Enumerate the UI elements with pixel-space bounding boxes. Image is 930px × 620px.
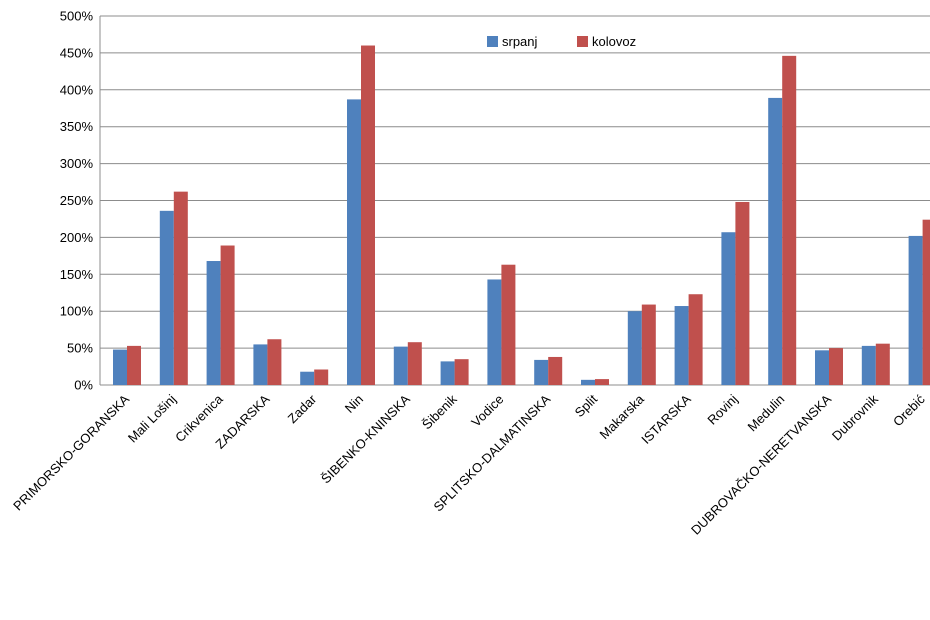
legend-label-srpanj: srpanj <box>502 34 538 49</box>
bar-kolovoz-14 <box>782 55 797 386</box>
y-tick-label: 200% <box>60 230 94 245</box>
bar-kolovoz-10 <box>595 379 609 385</box>
y-tick-label: 450% <box>60 45 94 60</box>
legend: srpanj kolovoz <box>487 34 636 49</box>
bar-srpanj-14 <box>768 97 783 385</box>
bar-kolovoz-5 <box>361 45 375 386</box>
y-tick-label: 400% <box>60 82 94 97</box>
x-category-label: Orebić <box>890 391 928 429</box>
bar-srpanj-6 <box>393 346 408 385</box>
x-category-label: ISTARSKA <box>638 391 694 447</box>
bar-srpanj-12 <box>674 306 689 385</box>
x-category-label: PRIMORSKO-GORANSKA <box>10 391 132 513</box>
bar-kolovoz-17 <box>922 219 930 385</box>
bar-kolovoz-7 <box>454 359 469 385</box>
y-tick-label: 500% <box>60 9 94 24</box>
bar-srpanj-3 <box>253 344 268 385</box>
bars <box>113 45 930 386</box>
bar-srpanj-17 <box>908 235 923 385</box>
x-category-label: Rovinj <box>704 391 740 427</box>
y-tick-label: 50% <box>67 341 93 356</box>
legend-swatch-srpanj <box>487 36 498 47</box>
bar-srpanj-4 <box>300 371 315 385</box>
x-category-label: Šibenik <box>419 391 460 432</box>
y-tick-label: 150% <box>60 267 94 282</box>
bar-srpanj-15 <box>815 350 829 385</box>
x-category-label: Medulin <box>745 392 788 435</box>
bar-kolovoz-9 <box>548 356 563 385</box>
bar-srpanj-8 <box>487 279 502 385</box>
bar-srpanj-9 <box>534 359 549 385</box>
bar-srpanj-1 <box>159 210 174 385</box>
bar-kolovoz-8 <box>501 264 516 385</box>
bar-srpanj-16 <box>861 345 876 385</box>
y-tick-label: 300% <box>60 156 94 171</box>
bar-kolovoz-12 <box>688 294 703 385</box>
y-tick-label: 250% <box>60 193 94 208</box>
y-axis-ticks: 0% 50% 100% 150% 200% 250% 300% 350% 400% 450% 500… <box>60 9 94 393</box>
bar-kolovoz-2 <box>220 245 235 385</box>
x-category-label: Split <box>572 391 601 420</box>
bar-srpanj-0 <box>113 349 127 385</box>
x-category-label: Zadar <box>285 391 320 426</box>
bar-kolovoz-6 <box>407 342 422 385</box>
x-category-label: Dubrovnik <box>829 391 881 443</box>
bar-kolovoz-1 <box>173 191 188 385</box>
y-tick-label: 350% <box>60 119 94 134</box>
bar-kolovoz-3 <box>267 339 282 385</box>
bar-srpanj-11 <box>627 311 642 385</box>
bar-srpanj-13 <box>721 232 736 385</box>
bar-srpanj-7 <box>440 361 455 385</box>
legend-label-kolovoz: kolovoz <box>592 34 636 49</box>
bar-srpanj-10 <box>581 379 595 385</box>
x-category-label: Nin <box>342 392 366 416</box>
bar-srpanj-5 <box>347 99 361 386</box>
bar-kolovoz-16 <box>875 343 890 385</box>
x-category-label: Vodice <box>468 392 506 430</box>
bar-kolovoz-15 <box>829 348 843 385</box>
gridlines <box>99 15 930 386</box>
bar-kolovoz-4 <box>314 369 329 385</box>
bar-kolovoz-13 <box>735 201 750 385</box>
y-tick-label: 100% <box>60 304 94 319</box>
bar-srpanj-2 <box>206 261 221 385</box>
bar-kolovoz-11 <box>641 304 656 385</box>
legend-swatch-kolovoz <box>577 36 588 47</box>
bar-kolovoz-0 <box>127 345 141 385</box>
y-tick-label: 0% <box>74 378 93 393</box>
x-category-label: Mali Lošinj <box>125 391 179 445</box>
x-category-label: ŠIBENKO-KNINSKA <box>318 391 413 486</box>
